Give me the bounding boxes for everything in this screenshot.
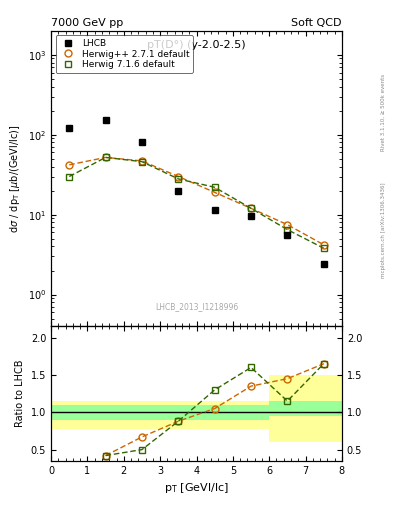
Line: Herwig 7.1.6 default: Herwig 7.1.6 default <box>66 154 327 252</box>
Herwig++ 2.7.1 default <box>140 158 144 164</box>
LHCB <box>285 232 290 239</box>
Herwig++ 2.7.1 default <box>249 205 253 211</box>
Text: pT(D°) (y-2.0-2.5): pT(D°) (y-2.0-2.5) <box>147 39 246 50</box>
Y-axis label: Ratio to LHCB: Ratio to LHCB <box>15 360 25 428</box>
Text: mcplots.cern.ch [arXiv:1306.3436]: mcplots.cern.ch [arXiv:1306.3436] <box>381 183 386 278</box>
Text: LHCB_2013_I1218996: LHCB_2013_I1218996 <box>155 303 238 312</box>
Herwig 7.1.6 default <box>212 184 217 190</box>
LHCB <box>212 207 217 213</box>
Herwig++ 2.7.1 default <box>285 222 290 228</box>
Legend: LHCB, Herwig++ 2.7.1 default, Herwig 7.1.6 default: LHCB, Herwig++ 2.7.1 default, Herwig 7.1… <box>55 35 193 73</box>
LHCB <box>249 214 253 220</box>
Herwig 7.1.6 default <box>176 176 181 182</box>
Herwig++ 2.7.1 default <box>321 242 326 248</box>
Y-axis label: d$\sigma$ / dp$_\mathrm{T}$ [$\mu$b/(GeVl/lc)]: d$\sigma$ / dp$_\mathrm{T}$ [$\mu$b/(GeV… <box>8 124 22 233</box>
Herwig 7.1.6 default <box>249 205 253 211</box>
Herwig++ 2.7.1 default <box>176 174 181 180</box>
LHCB <box>176 187 181 194</box>
Herwig 7.1.6 default <box>321 245 326 251</box>
Text: 7000 GeV pp: 7000 GeV pp <box>51 18 123 28</box>
LHCB <box>103 116 108 122</box>
Herwig 7.1.6 default <box>67 174 72 180</box>
LHCB <box>67 125 72 132</box>
Herwig++ 2.7.1 default <box>212 189 217 196</box>
Herwig 7.1.6 default <box>285 226 290 232</box>
Line: LHCB: LHCB <box>66 116 327 268</box>
Herwig 7.1.6 default <box>103 154 108 160</box>
Herwig 7.1.6 default <box>140 159 144 165</box>
Herwig++ 2.7.1 default <box>67 162 72 168</box>
Text: Rivet 3.1.10, ≥ 500k events: Rivet 3.1.10, ≥ 500k events <box>381 74 386 151</box>
LHCB <box>321 261 326 267</box>
Line: Herwig++ 2.7.1 default: Herwig++ 2.7.1 default <box>66 154 327 248</box>
Text: Soft QCD: Soft QCD <box>292 18 342 28</box>
X-axis label: p$_\mathrm{T}$ [GeVl/lc]: p$_\mathrm{T}$ [GeVl/lc] <box>164 481 229 495</box>
Herwig++ 2.7.1 default <box>103 154 108 160</box>
LHCB <box>140 139 144 145</box>
